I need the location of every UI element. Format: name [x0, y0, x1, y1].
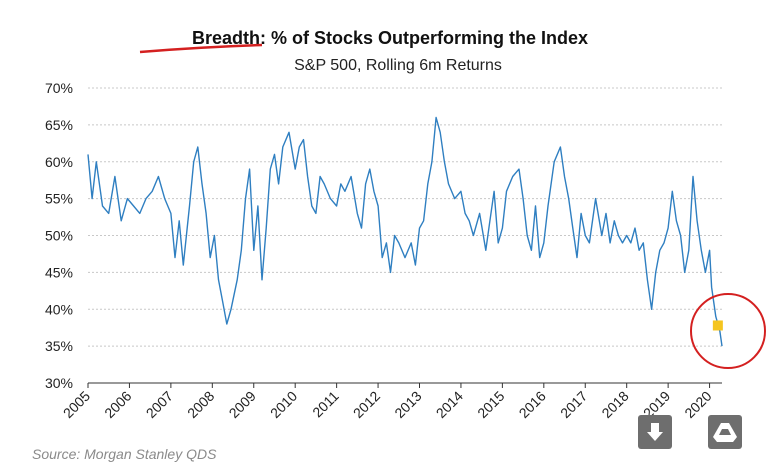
y-tick-label: 45% — [45, 264, 73, 280]
y-axis: 30% 35% 40% 45% 50% 55% 60% 65% 70% — [45, 80, 73, 391]
x-tick-label: 2012 — [350, 388, 383, 421]
x-tick-label: 2008 — [184, 388, 217, 421]
series-line — [87, 116, 723, 347]
y-tick-label: 65% — [45, 117, 73, 133]
drive-button[interactable] — [708, 415, 742, 449]
drive-icon — [713, 423, 737, 442]
download-icon — [647, 423, 663, 441]
chart-title: Breadth: % of Stocks Outperforming the I… — [192, 28, 588, 48]
x-tick-label: 2015 — [474, 388, 507, 421]
source-note: Source: Morgan Stanley QDS — [32, 446, 217, 462]
x-tick-label: 2005 — [60, 388, 93, 421]
x-tick-label: 2011 — [309, 388, 342, 421]
grid — [88, 87, 722, 347]
x-tick-label: 2010 — [267, 388, 300, 421]
x-tick-label: 2007 — [143, 388, 176, 421]
y-tick-label: 50% — [45, 228, 73, 244]
y-tick-label: 70% — [45, 80, 73, 96]
y-tick-label: 55% — [45, 191, 73, 207]
series-layer — [87, 116, 723, 347]
y-tick-label: 35% — [45, 338, 73, 354]
highlight-circle — [690, 293, 766, 369]
x-tick-label: 2014 — [433, 388, 466, 421]
x-tick-label: 2009 — [226, 388, 259, 421]
x-tick-label: 2017 — [557, 388, 590, 421]
y-tick-label: 40% — [45, 301, 73, 317]
title-prefix: Breadth: % — [192, 28, 287, 48]
chart-subtitle: S&P 500, Rolling 6m Returns — [294, 57, 502, 74]
title-rest: of Stocks Outperforming the Index — [287, 28, 588, 48]
x-tick-label: 2006 — [101, 388, 134, 421]
x-tick-label: 2016 — [516, 388, 549, 421]
title-underline — [139, 43, 263, 54]
y-tick-label: 30% — [45, 375, 73, 391]
x-axis: 2005 2006 2007 2008 2009 2010 2011 2012 2013 2014… — [60, 383, 715, 421]
x-tick-label: 2013 — [391, 388, 424, 421]
x-tick-label: 2018 — [598, 388, 631, 421]
y-tick-label: 60% — [45, 154, 73, 170]
download-button[interactable] — [638, 415, 672, 449]
latest-value-marker — [712, 320, 723, 331]
